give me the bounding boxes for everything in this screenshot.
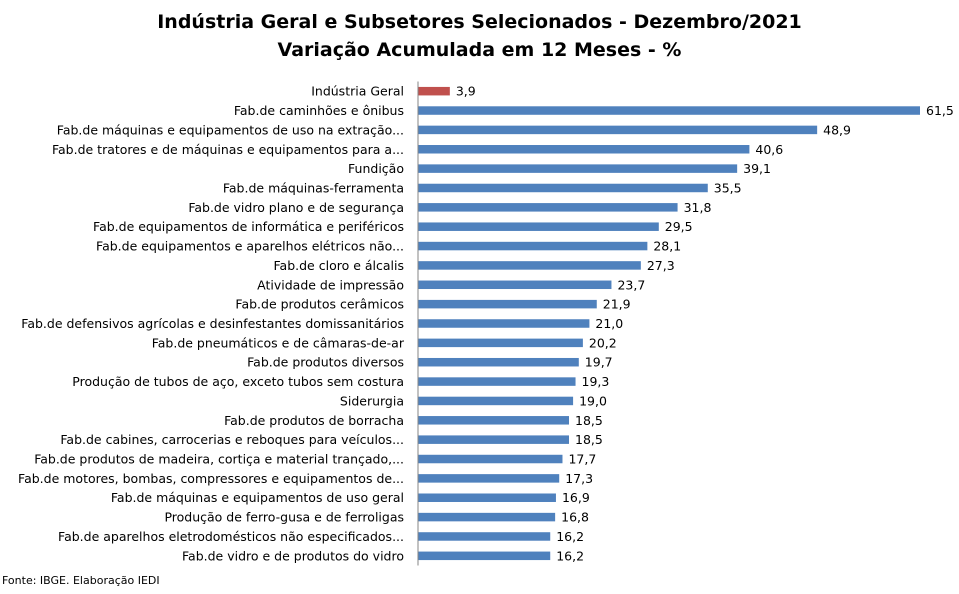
- data-label: 39,1: [743, 161, 771, 176]
- bar: [418, 280, 612, 290]
- data-label: 16,2: [556, 548, 584, 563]
- data-label: 3,9: [456, 84, 476, 99]
- data-label: 16,8: [561, 510, 589, 525]
- category-label: Fab.de vidro e de produtos do vidro: [182, 548, 404, 563]
- source-note: Fonte: IBGE. Elaboração IEDI: [2, 574, 160, 587]
- bar: [418, 396, 574, 406]
- data-label: 16,2: [556, 529, 584, 544]
- category-label: Fab.de aparelhos eletrodomésticos não es…: [58, 529, 404, 544]
- data-label: 19,3: [582, 374, 610, 389]
- data-label: 21,0: [595, 316, 623, 331]
- data-label: 18,5: [575, 432, 603, 447]
- category-label: Siderurgia: [340, 393, 404, 408]
- chart-title: Indústria Geral e Subsetores Selecionado…: [157, 11, 802, 33]
- bar: [418, 454, 563, 464]
- bar: [418, 261, 641, 270]
- bar: [418, 299, 597, 309]
- data-label: 19,0: [579, 393, 607, 408]
- category-label: Fab.de cloro e álcalis: [274, 258, 404, 273]
- data-label: 18,5: [575, 413, 603, 428]
- category-label: Fab.de vidro plano e de segurança: [188, 200, 404, 215]
- category-label: Fab.de produtos cerâmicos: [235, 297, 404, 312]
- bar: [418, 377, 576, 386]
- category-label: Indústria Geral: [311, 84, 404, 99]
- bar: [418, 532, 551, 541]
- category-label: Fab.de defensivos agrícolas e desinfesta…: [21, 316, 404, 331]
- bar: [418, 357, 579, 367]
- bar: [418, 222, 659, 231]
- data-label: 21,9: [603, 297, 631, 312]
- data-label: 35,5: [714, 180, 742, 195]
- data-label: 31,8: [684, 200, 712, 215]
- category-label: Fundição: [348, 161, 404, 176]
- bar: [418, 319, 590, 328]
- category-label: Fab.de pneumáticos e de câmaras-de-ar: [152, 335, 405, 350]
- data-label: 17,3: [565, 471, 593, 486]
- chart-subtitle: Variação Acumulada em 12 Meses - %: [277, 39, 682, 61]
- bar: [418, 183, 708, 193]
- category-label: Fab.de caminhões e ônibus: [234, 103, 404, 118]
- bar: [418, 164, 738, 173]
- bar: [418, 106, 920, 115]
- data-label: 61,5: [926, 103, 954, 118]
- data-label: 48,9: [823, 122, 851, 137]
- bar: [418, 551, 551, 561]
- data-label: 16,9: [562, 490, 590, 505]
- bar: [418, 474, 560, 483]
- data-label: 40,6: [755, 142, 783, 157]
- bar: [418, 435, 570, 444]
- data-label: 17,7: [568, 452, 596, 467]
- category-label: Fab.de produtos de borracha: [224, 413, 404, 428]
- category-label: Fab.de equipamentos de informática e per…: [93, 219, 404, 234]
- bar: [418, 203, 678, 212]
- category-label: Fab.de tratores e de máquinas e equipame…: [52, 142, 404, 157]
- bar: [418, 86, 450, 96]
- category-label: Produção de tubos de aço, exceto tubos s…: [72, 374, 404, 389]
- bar: [418, 241, 648, 251]
- category-label: Fab.de produtos diversos: [247, 355, 404, 370]
- category-label: Fab.de máquinas e equipamentos de uso ge…: [111, 490, 404, 505]
- category-label: Fab.de máquinas-ferramenta: [223, 180, 404, 195]
- category-label: Fab.de motores, bombas, compressores e e…: [18, 471, 404, 486]
- category-label: Fab.de produtos de madeira, cortiça e ma…: [34, 452, 404, 467]
- chart-title-block: Indústria Geral e Subsetores Selecionado…: [0, 8, 959, 64]
- bar: [418, 416, 570, 425]
- data-label: 20,2: [589, 335, 617, 350]
- data-label: 19,7: [585, 355, 613, 370]
- data-label: 23,7: [617, 277, 645, 292]
- bar: [418, 512, 556, 522]
- data-label: 27,3: [647, 258, 675, 273]
- bar: [418, 125, 818, 135]
- bar: [418, 338, 583, 348]
- bar: [418, 145, 750, 154]
- bar: [418, 493, 556, 502]
- category-label: Fab.de cabines, carrocerias e reboques p…: [60, 432, 404, 447]
- data-label: 29,5: [665, 219, 693, 234]
- category-label: Atividade de impressão: [257, 277, 404, 292]
- category-label: Fab.de equipamentos e aparelhos elétrico…: [96, 239, 404, 254]
- data-label: 28,1: [653, 239, 681, 254]
- category-label: Fab.de máquinas e equipamentos de uso na…: [57, 122, 404, 137]
- category-label: Produção de ferro-gusa e de ferroligas: [164, 510, 404, 525]
